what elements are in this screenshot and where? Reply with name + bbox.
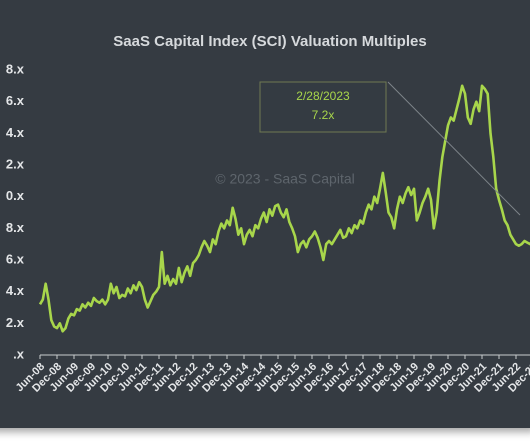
annotation-leader: [387, 81, 521, 216]
y-tick-label: 4.x: [6, 283, 25, 298]
y-tick-label: 6.x: [6, 93, 25, 108]
y-tick-label: .x: [13, 346, 25, 361]
annotation-date: 2/28/2023: [296, 89, 350, 103]
chart-title: SaaS Capital Index (SCI) Valuation Multi…: [113, 33, 426, 50]
y-tick-label: 2.x: [6, 156, 25, 171]
y-tick-label: 2.x: [6, 315, 25, 330]
annotation-box: [259, 81, 387, 133]
y-tick-label: 0.x: [6, 188, 25, 203]
y-tick-label: 8.x: [6, 220, 25, 235]
y-tick-label: 6.x: [6, 251, 25, 266]
y-tick-label: 4.x: [6, 125, 25, 140]
watermark: © 2023 - SaaS Capital: [215, 171, 355, 187]
y-tick-label: 8.x: [6, 61, 25, 76]
annotation-value: 7.2x: [312, 108, 335, 122]
series-line: [38, 84, 530, 333]
